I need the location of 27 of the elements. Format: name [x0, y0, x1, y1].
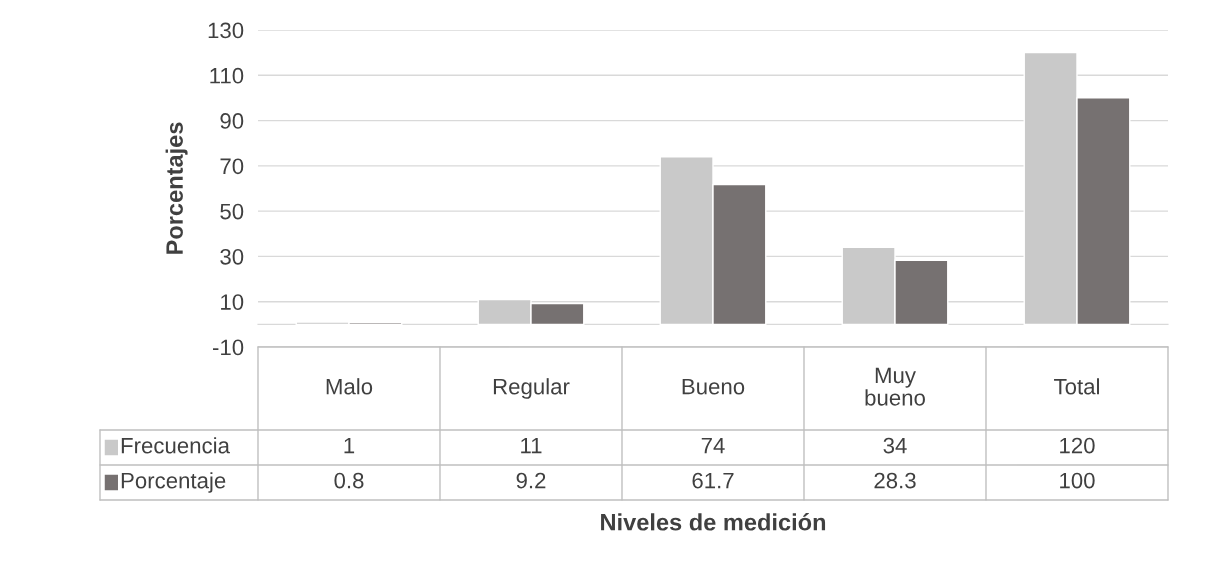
x-tick-label: Muy bueno — [865, 367, 925, 406]
y-tick-label: 130 — [208, 22, 244, 39]
data-label: 61.7 — [692, 472, 734, 489]
y-tick-label: 90 — [220, 113, 244, 129]
data-label: 28.3 — [874, 472, 916, 489]
x-tick-label: Regular — [493, 378, 570, 399]
data-label: 34 — [883, 437, 907, 454]
data-label: 120 — [1060, 437, 1095, 454]
data-label: 9.2 — [516, 472, 546, 489]
y-tick-label: 30 — [220, 248, 244, 265]
data-label: 11 — [521, 437, 542, 454]
legend-label: Frecuencia — [121, 437, 230, 454]
data-label: 74 — [701, 437, 725, 454]
x-tick-label: Malo — [326, 378, 373, 395]
data-label: 1 — [344, 437, 355, 454]
y-tick-label: 70 — [220, 158, 244, 175]
data-label: 100 — [1060, 472, 1095, 489]
y-tick-label: 50 — [220, 203, 244, 220]
y-axis-title: Porcentajes — [165, 122, 188, 254]
x-tick-label: Bueno — [682, 378, 745, 395]
x-tick-label: Total — [1054, 378, 1099, 395]
y-tick-label: 110 — [210, 67, 244, 84]
x-axis-title: Niveles de medición — [601, 513, 826, 531]
y-tick-label: -10 — [212, 339, 244, 356]
y-tick-label: 10 — [221, 294, 244, 310]
data-label: 0.8 — [334, 472, 364, 489]
legend-label: Porcentaje — [121, 472, 226, 493]
